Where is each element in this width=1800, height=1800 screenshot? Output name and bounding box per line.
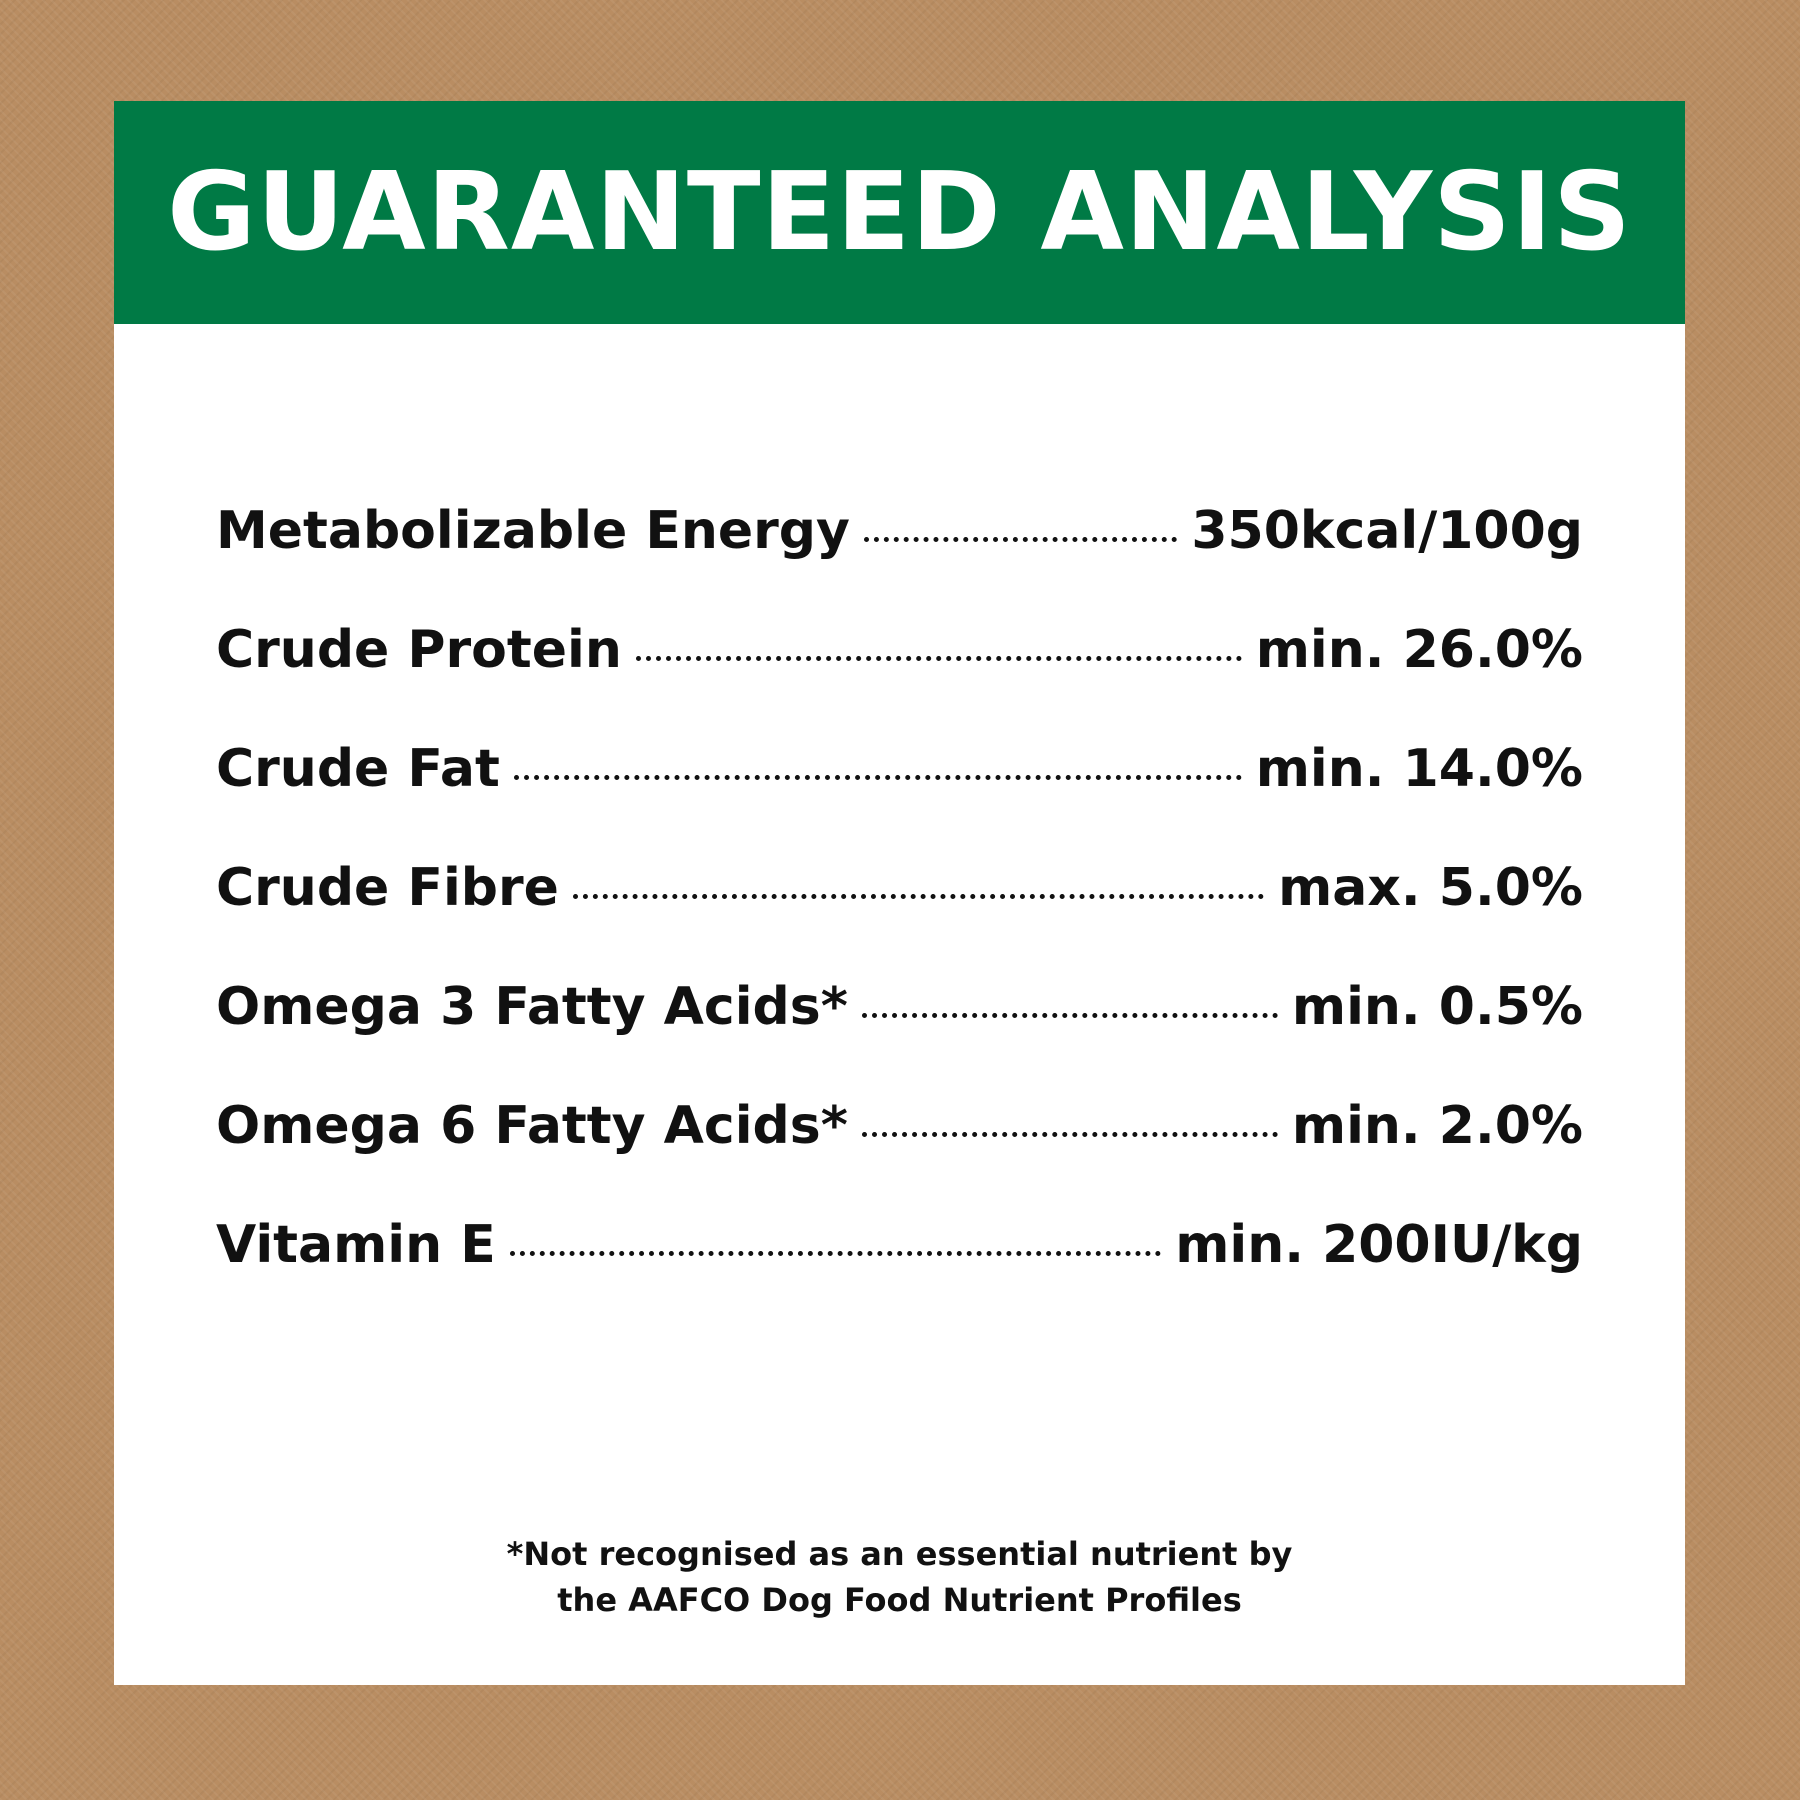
page-title: GUARANTEED ANALYSIS [167,150,1632,275]
dot-leader [861,1013,1278,1018]
dot-leader [861,1132,1278,1137]
analysis-card: GUARANTEED ANALYSIS Metabolizable Energy… [114,101,1685,1685]
nutrient-value: min. 14.0% [1255,739,1583,799]
nutrient-row: Vitamin E min. 200IU/kg [216,1215,1583,1334]
nutrient-value: min. 26.0% [1255,620,1583,680]
nutrient-label: Metabolizable Energy [216,501,850,561]
nutrient-row: Crude Fat min. 14.0% [216,739,1583,858]
nutrient-label: Omega 3 Fatty Acids* [216,977,848,1037]
nutrient-label: Crude Fat [216,739,500,799]
footnote-line: *Not recognised as an essential nutrient… [506,1535,1293,1573]
dot-leader [635,656,1242,661]
nutrient-value: min. 2.0% [1291,1096,1583,1156]
nutrient-label: Omega 6 Fatty Acids* [216,1096,848,1156]
nutrient-list: Metabolizable Energy 350kcal/100g Crude P… [216,501,1583,1334]
dot-leader [863,537,1178,542]
nutrient-value: 350kcal/100g [1191,501,1583,561]
nutrient-row: Crude Fibre max. 5.0% [216,858,1583,977]
dot-leader [509,1251,1162,1256]
dot-leader [572,894,1265,899]
dot-leader [513,775,1242,780]
nutrient-label: Crude Protein [216,620,622,680]
nutrient-value: min. 200IU/kg [1175,1215,1583,1275]
nutrient-row: Crude Protein min. 26.0% [216,620,1583,739]
nutrient-row: Metabolizable Energy 350kcal/100g [216,501,1583,620]
nutrient-label: Crude Fibre [216,858,559,918]
footnote-line: the AAFCO Dog Food Nutrient Profiles [557,1581,1242,1619]
nutrient-value: max. 5.0% [1278,858,1583,918]
header-banner: GUARANTEED ANALYSIS [114,101,1685,324]
nutrient-label: Vitamin E [216,1215,496,1275]
nutrient-row: Omega 6 Fatty Acids* min. 2.0% [216,1096,1583,1215]
nutrient-value: min. 0.5% [1291,977,1583,1037]
footnote: *Not recognised as an essential nutrient… [114,1531,1685,1623]
nutrient-row: Omega 3 Fatty Acids* min. 0.5% [216,977,1583,1096]
